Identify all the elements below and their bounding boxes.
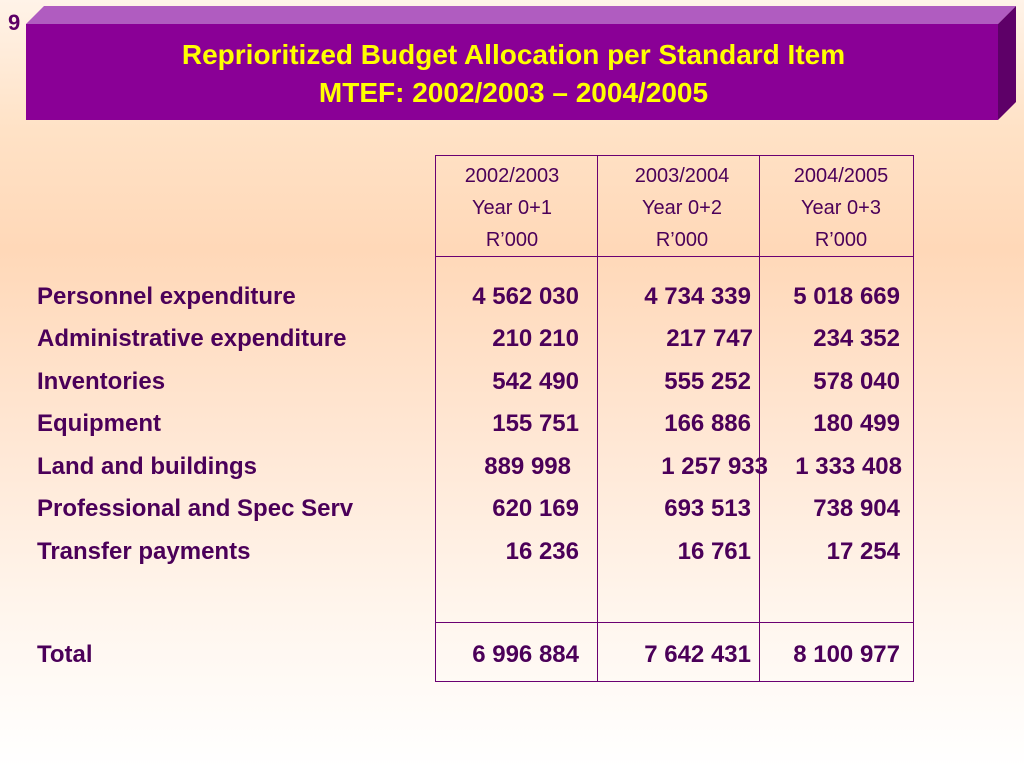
cell-2002-2003: 889 998 bbox=[484, 453, 571, 480]
column-header-year: 2002/2003 bbox=[464, 165, 560, 187]
table-row: Equipment 155 751 166 886 180 499 bbox=[0, 404, 1024, 444]
cell-2003-2004: 166 886 bbox=[664, 410, 751, 437]
cell-2004-2005: 17 254 bbox=[826, 538, 900, 565]
cell-2003-2004: 1 257 933 bbox=[661, 453, 768, 480]
column-header-label: Year 0+1 bbox=[472, 197, 552, 219]
row-label: Personnel expenditure bbox=[37, 283, 296, 310]
table-row: Personnel expenditure 4 562 030 4 734 33… bbox=[0, 277, 1024, 317]
cell-2004-2005: 578 040 bbox=[813, 368, 900, 395]
column-header-unit: R’000 bbox=[655, 229, 709, 251]
cell-2003-2004: 16 761 bbox=[677, 538, 751, 565]
cell-2002-2003: 4 562 030 bbox=[472, 283, 579, 310]
cell-2002-2003: 210 210 bbox=[492, 325, 579, 352]
table-row: Land and buildings 889 998 1 257 933 1 3… bbox=[0, 447, 1024, 487]
column-header-1: 2002/2003 Year 0+1 R’000 bbox=[432, 160, 592, 256]
slide-number: 9 bbox=[8, 10, 21, 35]
row-label: Professional and Spec Serv bbox=[37, 495, 354, 522]
table-divider-2 bbox=[759, 155, 760, 682]
title-banner-shape bbox=[26, 6, 1016, 120]
table-row: Transfer payments 16 236 16 761 17 254 bbox=[0, 532, 1024, 572]
table-bottom-border bbox=[435, 681, 914, 682]
table-left-border bbox=[435, 155, 436, 682]
cell-2004-2005: 234 352 bbox=[813, 325, 900, 352]
total-2004-2005: 8 100 977 bbox=[793, 641, 900, 668]
cell-2004-2005: 180 499 bbox=[813, 410, 900, 437]
column-header-year: 2003/2004 bbox=[634, 165, 730, 187]
title-banner: Reprioritized Budget Allocation per Stan… bbox=[26, 6, 1016, 120]
cell-2004-2005: 738 904 bbox=[813, 495, 900, 522]
total-row: Total 6 996 884 7 642 431 8 100 977 bbox=[0, 635, 1024, 675]
total-2002-2003: 6 996 884 bbox=[472, 641, 579, 668]
title-line-2: MTEF: 2002/2003 – 2004/2005 bbox=[318, 77, 709, 108]
total-top-border bbox=[435, 622, 914, 623]
column-header-unit: R’000 bbox=[485, 229, 539, 251]
row-label: Administrative expenditure bbox=[37, 325, 347, 352]
header-bottom-border bbox=[435, 256, 914, 257]
row-label: Land and buildings bbox=[37, 453, 257, 480]
cell-2004-2005: 5 018 669 bbox=[793, 283, 900, 310]
table-divider-1 bbox=[597, 155, 598, 682]
cell-2002-2003: 542 490 bbox=[492, 368, 579, 395]
column-header-label: Year 0+3 bbox=[801, 197, 881, 219]
total-label: Total bbox=[37, 641, 93, 668]
column-header-year: 2004/2005 bbox=[793, 165, 889, 187]
column-header-3: 2004/2005 Year 0+3 R’000 bbox=[761, 160, 921, 256]
page-title: Reprioritized Budget Allocation per Stan… bbox=[26, 36, 1001, 112]
cell-2002-2003: 16 236 bbox=[505, 538, 579, 565]
column-header-label: Year 0+2 bbox=[642, 197, 722, 219]
cell-2004-2005: 1 333 408 bbox=[795, 453, 902, 480]
cell-2003-2004: 693 513 bbox=[664, 495, 751, 522]
table-row: Administrative expenditure 210 210 217 7… bbox=[0, 319, 1024, 359]
cell-2003-2004: 555 252 bbox=[664, 368, 751, 395]
cell-2002-2003: 155 751 bbox=[492, 410, 579, 437]
title-line-1: Reprioritized Budget Allocation per Stan… bbox=[181, 39, 846, 70]
column-header-unit: R’000 bbox=[814, 229, 868, 251]
cell-2003-2004: 4 734 339 bbox=[644, 283, 751, 310]
table-row: Professional and Spec Serv 620 169 693 5… bbox=[0, 489, 1024, 529]
cell-2003-2004: 217 747 bbox=[666, 325, 753, 352]
table-right-border bbox=[913, 155, 914, 682]
row-label: Inventories bbox=[37, 368, 166, 395]
row-label: Equipment bbox=[37, 410, 161, 437]
row-label: Transfer payments bbox=[37, 538, 251, 565]
cell-2002-2003: 620 169 bbox=[492, 495, 579, 522]
table-top-border bbox=[435, 155, 914, 156]
column-header-2: 2003/2004 Year 0+2 R’000 bbox=[602, 160, 762, 256]
table-row: Inventories 542 490 555 252 578 040 bbox=[0, 362, 1024, 402]
total-2003-2004: 7 642 431 bbox=[644, 641, 751, 668]
